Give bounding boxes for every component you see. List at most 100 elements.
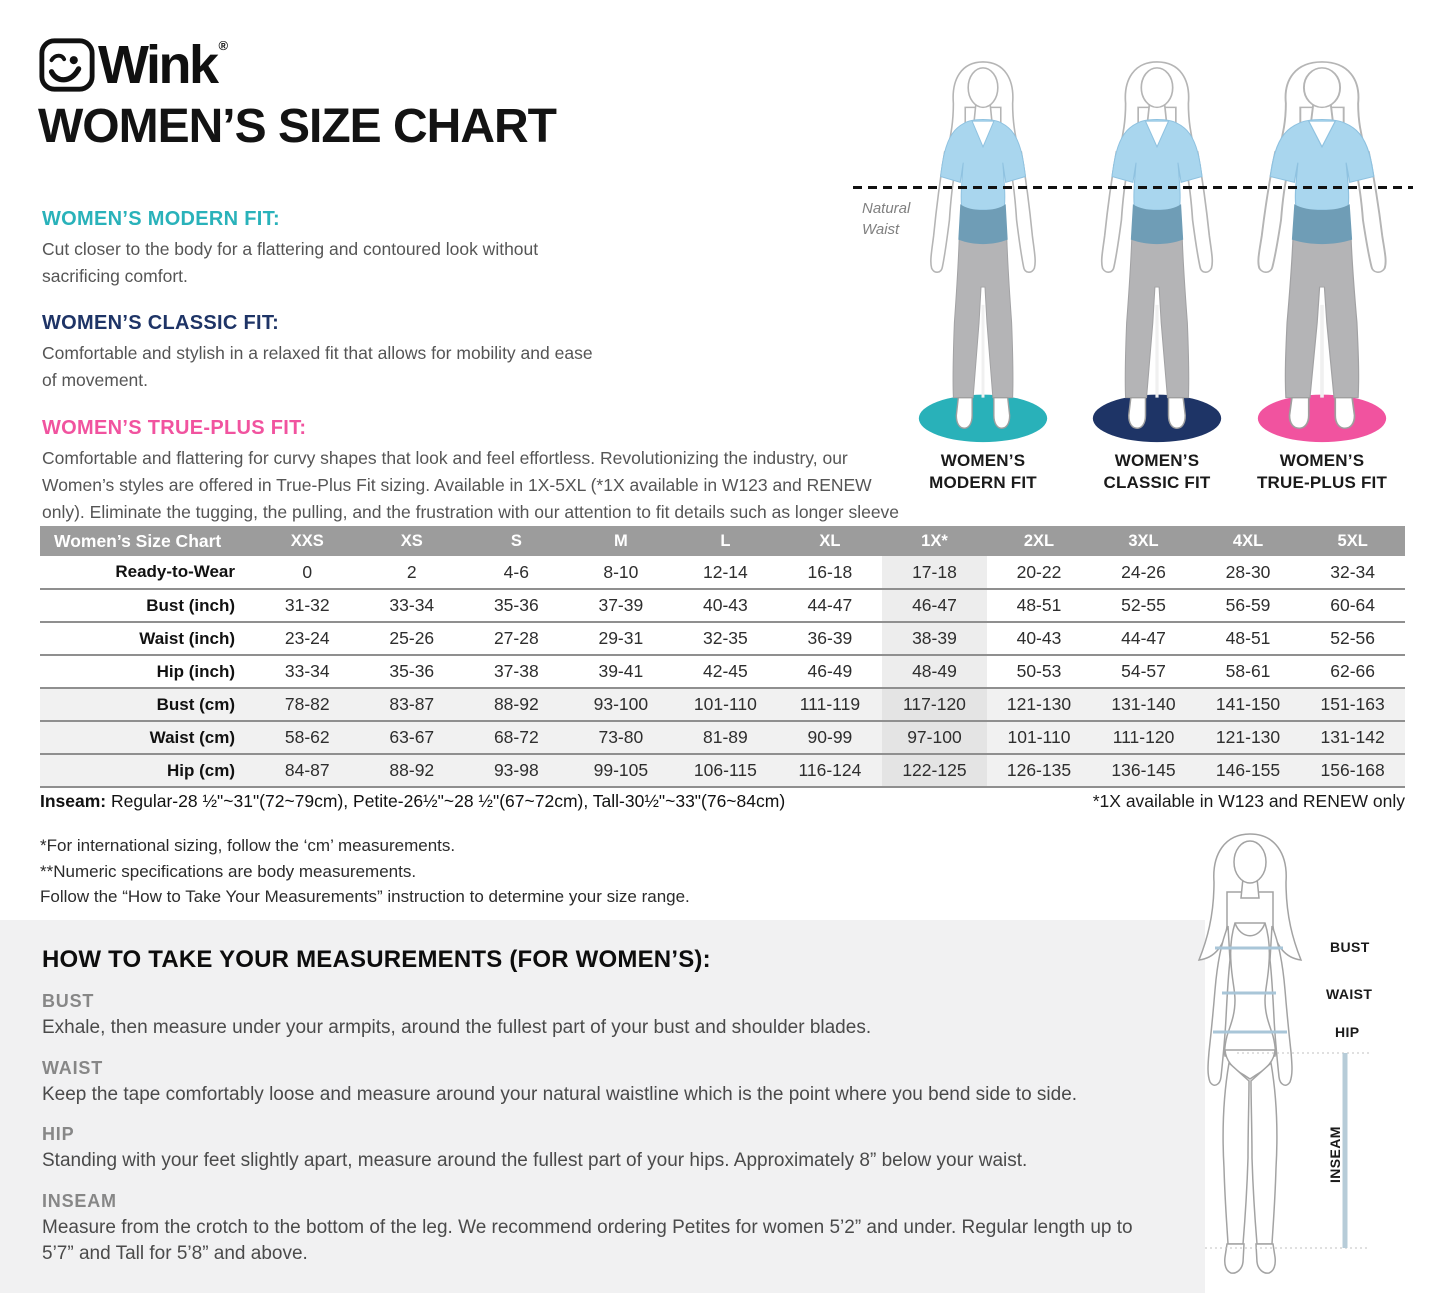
hip-label: HIP	[42, 1124, 75, 1145]
size-cell: 93-98	[493, 760, 539, 780]
size-cell: 8-10	[603, 561, 639, 582]
classic-fit-text: Comfortable and stylish in a relaxed fit…	[42, 343, 593, 391]
size-cell: 54-57	[1121, 661, 1166, 681]
size-cell: 68-72	[493, 727, 539, 747]
size-cell: 46-49	[807, 661, 853, 681]
size-cell: 39-41	[598, 661, 644, 681]
size-cell: 60-64	[1330, 595, 1376, 615]
size-cell: 23-24	[284, 628, 330, 648]
inseam-instruction: Measure from the crotch to the bottom of…	[42, 1216, 1133, 1264]
page-title: WOMEN’S SIZE CHART	[38, 100, 557, 153]
size-cell: 151-163	[1320, 694, 1385, 714]
size-cell: 31-32	[284, 595, 330, 615]
size-cell: 48-51	[1225, 628, 1271, 648]
size-cell: 36-39	[807, 628, 853, 648]
size-cell: 38-39	[882, 622, 987, 655]
size-cell: 106-115	[693, 760, 757, 780]
table-row: Hip (cm) 84-87 88-92 93-98 99-105 106-115 116-…	[40, 754, 1405, 787]
diagram-hip-label: HIP	[1335, 1024, 1360, 1040]
size-cell: 32-35	[703, 628, 748, 648]
column-header: S	[464, 526, 569, 556]
size-cell: 117-120	[882, 688, 987, 721]
row-label: Hip (cm)	[167, 760, 235, 780]
table-row: Bust (inch) 31-32 33-34 35-36 37-39 40-43 44-4…	[40, 589, 1405, 622]
size-cell: 37-39	[598, 595, 644, 615]
diagram-inseam-label: INSEAM	[1327, 1126, 1343, 1183]
column-header: L	[673, 526, 778, 556]
size-cell: 121-130	[1215, 727, 1281, 747]
size-cell: 83-87	[389, 694, 435, 714]
column-header: M	[568, 526, 674, 556]
size-table: Women’s Size Chart XXS XS S M L XL 1X* 2XL 3XL 4X…	[40, 526, 1405, 788]
footnote: **Numeric specifications are body measur…	[40, 861, 417, 881]
size-cell: 111-119	[799, 694, 861, 714]
one-x-note: *1X available in W123 and RENEW only	[1092, 791, 1405, 811]
size-cell: 2	[406, 561, 417, 582]
table-row: Waist (inch) 23-24 25-26 27-28 29-31 32-35 36-…	[40, 622, 1405, 655]
row-label: Bust (inch)	[146, 595, 235, 615]
size-cell: 73-80	[598, 727, 644, 747]
size-cell: 16-18	[807, 561, 853, 582]
size-cell: 29-31	[598, 628, 644, 648]
size-cell: 35-36	[493, 595, 539, 615]
column-header: 2XL	[986, 526, 1092, 556]
size-cell: 37-38	[493, 661, 539, 681]
size-cell: 97-100	[882, 721, 987, 754]
row-label: Ready-to-Wear	[115, 562, 235, 581]
size-cell: 33-34	[284, 661, 330, 681]
table-row: Waist (cm) 58-62 63-67 68-72 73-80 81-89 90-99…	[40, 721, 1405, 754]
column-header: 4XL	[1195, 526, 1301, 556]
column-header: 1X*	[882, 526, 987, 556]
size-cell: 48-49	[882, 655, 987, 688]
row-label: Waist (inch)	[139, 628, 235, 648]
size-cell: 44-47	[1121, 628, 1166, 648]
size-cell: 88-92	[493, 694, 539, 714]
size-cell: 42-45	[703, 661, 748, 681]
size-cell: 32-34	[1330, 561, 1376, 582]
size-cell: 116-124	[798, 760, 862, 780]
fit-descriptions: WOMEN’S MODERN FIT: Cut closer to the bo…	[42, 208, 904, 553]
waist-instruction: Keep the tape comfortably loose and meas…	[42, 1083, 1078, 1105]
measurement-diagram: BUST WAIST HIP INSEAM	[1165, 828, 1445, 1293]
natural-waist-line	[853, 186, 1413, 189]
diagram-waist-label: WAIST	[1326, 986, 1373, 1002]
diagram-bust-label: BUST	[1330, 939, 1370, 955]
size-cell: 52-55	[1121, 595, 1166, 615]
measurement-figure-illustration	[1197, 833, 1370, 1274]
bust-instruction: Exhale, then measure under your armpits,…	[42, 1017, 872, 1038]
inseam-note-text: Regular-28 ½"~31"(72~79cm), Petite-26½"~…	[111, 791, 786, 811]
footnotes: *For international sizing, follow the ‘c…	[40, 833, 690, 910]
size-cell: 81-89	[703, 727, 748, 747]
size-cell: 126-135	[1006, 760, 1072, 780]
size-cell: 56-59	[1225, 595, 1271, 615]
size-cell: 136-145	[1111, 760, 1176, 780]
column-header: 5XL	[1300, 526, 1405, 556]
size-cell: 90-99	[807, 727, 853, 747]
modern-fit-text: Cut closer to the body for a flattering …	[42, 239, 539, 287]
modern-fit-figure	[898, 58, 1068, 448]
size-cell: 35-36	[389, 661, 435, 681]
registered-mark: ®	[218, 38, 229, 53]
true-plus-fit-figure-label: WOMEN’S TRUE-PLUS FIT	[1256, 451, 1388, 493]
table-title: Women’s Size Chart	[40, 526, 255, 556]
classic-fit-heading: WOMEN’S CLASSIC FIT:	[42, 312, 280, 335]
size-cell: 99-105	[593, 760, 649, 780]
size-cell: 24-26	[1121, 561, 1166, 582]
table-row: Bust (cm) 78-82 83-87 88-92 93-100 101-110 111…	[40, 688, 1405, 721]
natural-waist-label: Natural Waist	[862, 200, 911, 238]
measure-lines	[1213, 946, 1287, 1034]
modern-fit-heading: WOMEN’S MODERN FIT:	[42, 208, 280, 230]
size-cell: 40-43	[1016, 628, 1062, 648]
size-cell: 141-150	[1215, 694, 1281, 714]
size-cell: 0	[302, 561, 313, 582]
wink-logo: Wink ®	[38, 36, 556, 94]
size-cell: 44-47	[807, 595, 853, 615]
true-plus-fit-figure	[1237, 58, 1407, 448]
size-cell: 101-110	[693, 694, 757, 714]
size-cell: 48-51	[1016, 595, 1062, 615]
size-cell: 156-168	[1320, 760, 1385, 780]
size-cell: 88-92	[389, 760, 435, 780]
size-cell: 131-140	[1111, 694, 1176, 714]
size-cell: 20-22	[1016, 561, 1062, 582]
